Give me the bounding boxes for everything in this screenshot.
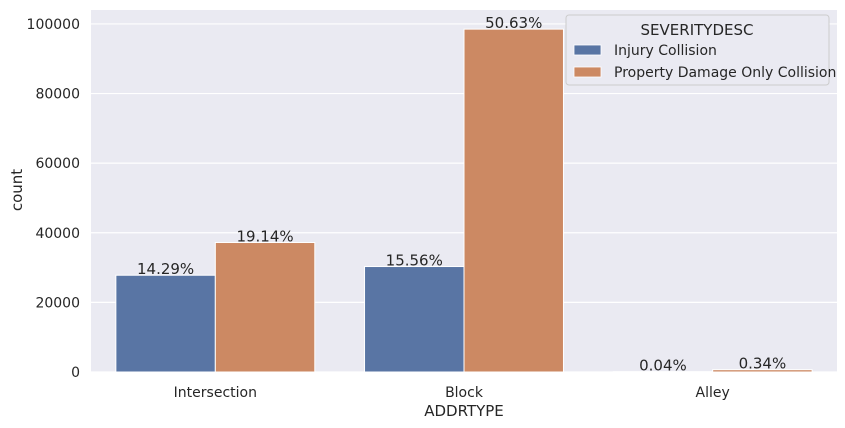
legend-entry: Property Damage Only Collision [614,65,836,81]
legend-swatch [573,66,602,78]
bar [712,369,813,373]
bar-label: 0.04% [639,357,687,375]
y-tick-label: 0 [71,365,80,381]
bar [115,274,216,373]
bar [364,266,465,373]
bar-label: 19.14% [236,228,293,246]
x-axis-label: ADDRTYPE [424,402,504,420]
bar-label: 14.29% [137,260,194,278]
bar-label: 15.56% [386,252,443,270]
legend-title: SEVERITYDESC [641,21,754,39]
x-tick-label: Alley [696,385,730,401]
bar-label: 0.34% [739,355,787,373]
y-tick-label: 20000 [35,295,80,311]
y-tick-label: 100000 [27,17,80,33]
x-tick-label: Block [445,385,484,401]
y-axis-ticks: 0 20000 40000 60000 80000 100000 [27,17,80,381]
legend-frame [565,14,830,86]
legend-swatch [573,44,602,56]
y-tick-label: 60000 [35,156,80,172]
y-tick-label: 80000 [35,87,80,103]
bar [214,242,316,373]
bar [463,28,564,373]
bar-label: 50.63% [485,14,542,32]
legend: SEVERITYDESC Injury Collision Property Da… [565,14,836,86]
x-axis-ticks: Intersection Block Alley [174,385,730,401]
legend-entry: Injury Collision [614,43,717,59]
x-tick-label: Intersection [174,385,257,401]
bar-labels: 14.29% 19.14% 15.56% 50.63% 0.04% 0.34% [137,14,786,375]
y-tick-label: 40000 [35,226,80,242]
y-axis-label: count [8,169,26,211]
bars [115,28,813,373]
